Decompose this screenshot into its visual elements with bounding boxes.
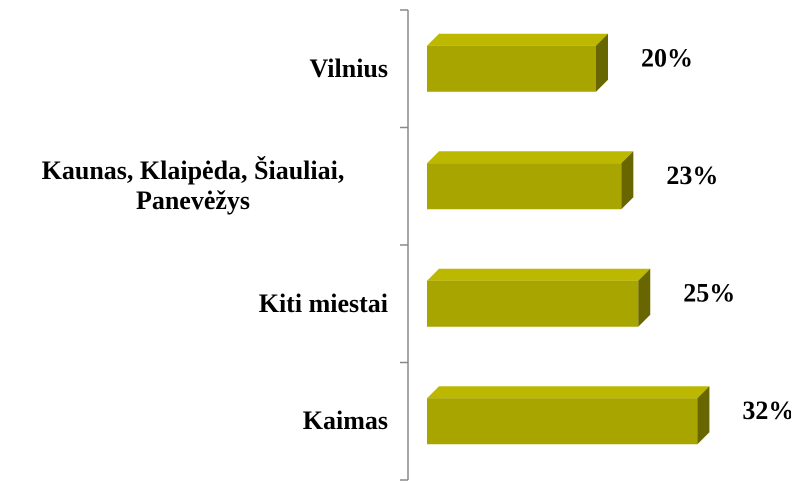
bar-top	[427, 268, 651, 281]
data-label: 32%	[742, 396, 791, 425]
category-label-box: Kaimas	[0, 406, 388, 436]
category-label-box: Kiti miestai	[0, 289, 388, 319]
category-label-box: Kaunas, Klaipėda, Šiauliai, Panevėžys	[0, 156, 388, 216]
data-label: 20%	[641, 44, 693, 73]
bar	[427, 33, 608, 92]
bar-top	[427, 151, 634, 164]
category-label: Kaimas	[302, 406, 388, 436]
bar	[427, 151, 634, 210]
bar-side	[638, 268, 651, 327]
bar-top	[427, 33, 608, 46]
category-label-box: Vilnius	[0, 54, 388, 84]
data-label: 25%	[683, 279, 735, 308]
bar-side	[621, 151, 634, 210]
data-label: 23%	[666, 161, 718, 190]
bar-front	[427, 163, 622, 210]
bar-side	[697, 386, 710, 445]
bar	[427, 386, 710, 445]
bar-front	[427, 398, 698, 445]
category-label: Vilnius	[309, 53, 388, 83]
category-label: Kaunas, Klaipėda, Šiauliai, Panevėžys	[41, 156, 345, 216]
bar-side	[596, 33, 608, 92]
bar-top	[427, 386, 710, 399]
bar-front	[427, 45, 596, 92]
bar-front	[427, 280, 639, 327]
bar	[427, 268, 651, 327]
category-label: Kiti miestai	[258, 288, 388, 318]
